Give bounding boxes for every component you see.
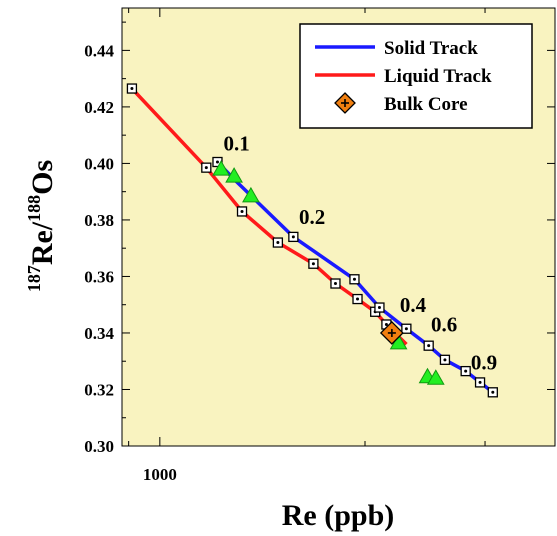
annotation-label-3: 0.6: [431, 313, 457, 337]
annotation-label-1: 0.2: [299, 205, 325, 229]
y-tick-label: 0.40: [84, 154, 114, 173]
data-marker-9: [352, 293, 363, 305]
data-marker-dot: [384, 322, 388, 326]
y-tick-label: 0.42: [84, 98, 114, 117]
legend-bulk-core-diamond: [334, 92, 356, 114]
data-marker-4: [272, 237, 284, 248]
data-marker-8: [349, 274, 360, 285]
annotation-label-0: 0.1: [224, 132, 250, 156]
legend: Solid Track Liquid Track Bulk Core: [299, 23, 533, 129]
data-marker-14: [423, 340, 434, 351]
annotation-layer: 0.1 0.2 0.40.6 0.9: [224, 132, 498, 375]
y-axis-title-mid: Re/: [26, 221, 59, 265]
data-marker-7: [330, 278, 341, 289]
data-marker-15: [439, 354, 451, 365]
data-marker-dot: [478, 380, 482, 384]
crystallization-triangle-5: [426, 369, 445, 385]
legend-label-bulk-core: Bulk Core: [384, 94, 468, 115]
data-marker-6: [308, 258, 319, 269]
triangle-layer: [212, 160, 445, 385]
crystallization-triangle-1: [225, 167, 243, 183]
y-axis: 0.30 0.32 0.34 0.36 0.38 0.40 0.42 0.44: [84, 21, 555, 456]
data-marker-dot: [464, 369, 468, 373]
data-marker-dot: [491, 390, 495, 394]
data-marker-dot: [443, 358, 447, 362]
y-tick-label: 0.30: [84, 437, 114, 456]
data-marker-17: [474, 377, 486, 388]
y-axis-title-sup2: 188: [24, 195, 44, 222]
data-marker-dot: [404, 327, 408, 331]
data-marker-11: [374, 302, 385, 313]
y-tick-label: 0.34: [84, 324, 114, 343]
series-line-liquid-track: [130, 87, 408, 346]
data-marker-18: [487, 387, 498, 398]
x-axis: 1000: [128, 8, 486, 484]
y-axis-title-end: Os: [26, 160, 59, 195]
data-marker-dot: [291, 235, 295, 239]
annotation-label-4: 0.9: [471, 351, 497, 375]
data-marker-dot: [311, 262, 315, 266]
x-tick-label: 1000: [143, 465, 177, 484]
y-axis-title: 187Re/188Os: [24, 160, 59, 292]
data-marker-1: [201, 162, 212, 173]
svg-text:187Re/188Os: 187Re/188Os: [24, 160, 59, 292]
crystallization-triangle-0: [212, 160, 230, 176]
crystallization-triangle-2: [242, 186, 260, 203]
legend-label-solid-track: Solid Track: [384, 38, 478, 59]
data-marker-dot: [352, 277, 356, 281]
data-marker-dot: [215, 160, 219, 164]
data-marker-3: [236, 206, 248, 217]
annotation-label-2: 0.4: [400, 293, 427, 317]
data-marker-13: [401, 323, 412, 334]
data-marker-dot: [427, 344, 431, 348]
y-tick-label: 0.44: [84, 41, 114, 60]
data-marker-dot: [276, 241, 280, 245]
data-marker-16: [460, 365, 471, 377]
y-axis-title-sup1: 187: [24, 265, 44, 292]
data-marker-dot: [204, 166, 208, 170]
data-marker-5: [288, 231, 299, 243]
y-tick-label: 0.36: [84, 267, 114, 286]
y-tick-label: 0.32: [84, 380, 114, 399]
x-axis-title: Re (ppb): [282, 499, 395, 532]
legend-swatch-bulk-core: [334, 92, 356, 114]
data-marker-dot: [356, 297, 360, 301]
data-marker-0: [126, 83, 138, 94]
data-marker-dot: [377, 306, 381, 310]
bulk-core-marker: [379, 321, 404, 345]
data-marker-dot: [240, 209, 244, 213]
legend-label-liquid-track: Liquid Track: [384, 66, 492, 87]
y-tick-label: 0.38: [84, 211, 114, 230]
bulk-core-layer: [379, 321, 404, 345]
data-marker-dot: [333, 282, 337, 286]
data-marker-dot: [130, 87, 134, 91]
